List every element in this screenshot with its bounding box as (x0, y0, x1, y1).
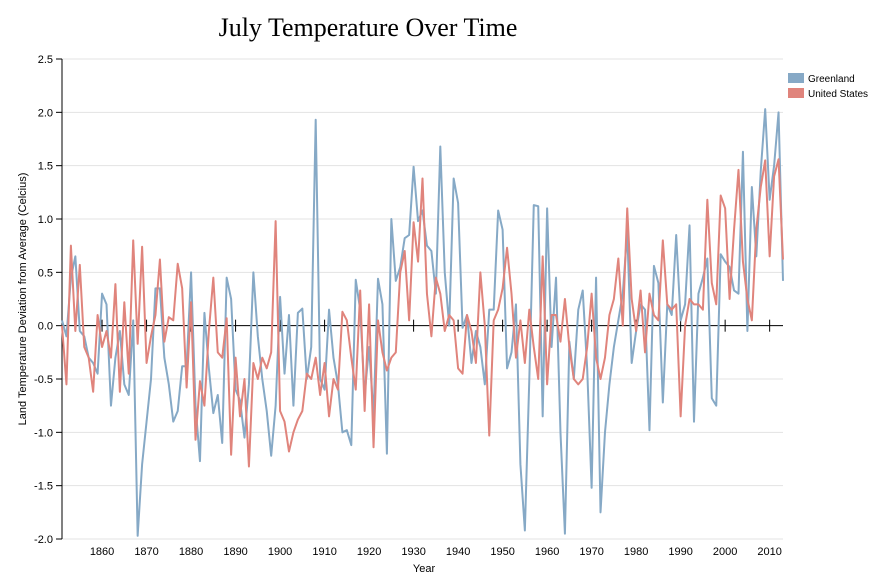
series-line (61, 158, 784, 468)
y-tick-label: -2.0 (34, 534, 53, 546)
x-tick-label: 1980 (624, 546, 648, 558)
y-tick-label: -1.5 (34, 481, 53, 493)
x-tick-label: 1900 (268, 546, 292, 558)
y-tick-label: 2.0 (38, 107, 53, 119)
x-tick-label: 1910 (312, 546, 336, 558)
x-tick-label: 1950 (490, 546, 514, 558)
y-tick-label: -1.0 (34, 427, 53, 439)
legend-swatch (788, 73, 804, 83)
y-axis-label: Land Temperature Deviation from Average … (17, 173, 29, 426)
legend-swatch (788, 88, 804, 98)
x-tick-label: 1930 (401, 546, 425, 558)
y-tick-label: 1.5 (38, 161, 53, 173)
x-tick-label: 1940 (446, 546, 470, 558)
x-tick-label: 1880 (179, 546, 203, 558)
x-tick-label: 1990 (668, 546, 692, 558)
legend-label: Greenland (808, 74, 855, 85)
y-tick-label: 2.5 (38, 54, 53, 66)
x-tick-label: 2000 (713, 546, 737, 558)
x-axis-label: Year (413, 563, 436, 575)
y-tick-label: 0.0 (38, 321, 53, 333)
x-tick-label: 1960 (535, 546, 559, 558)
x-tick-label: 2010 (757, 546, 781, 558)
x-tick-label: 1870 (134, 546, 158, 558)
series-line (61, 108, 784, 537)
x-tick-label: 1890 (223, 546, 247, 558)
y-tick-label: -0.5 (34, 374, 53, 386)
x-tick-label: 1970 (579, 546, 603, 558)
y-tick-label: 1.0 (38, 214, 53, 226)
chart-title: July Temperature Over Time (219, 13, 518, 42)
x-tick-label: 1860 (90, 546, 114, 558)
y-tick-label: 0.5 (38, 267, 53, 279)
x-tick-label: 1920 (357, 546, 381, 558)
legend-label: United States (808, 89, 868, 100)
